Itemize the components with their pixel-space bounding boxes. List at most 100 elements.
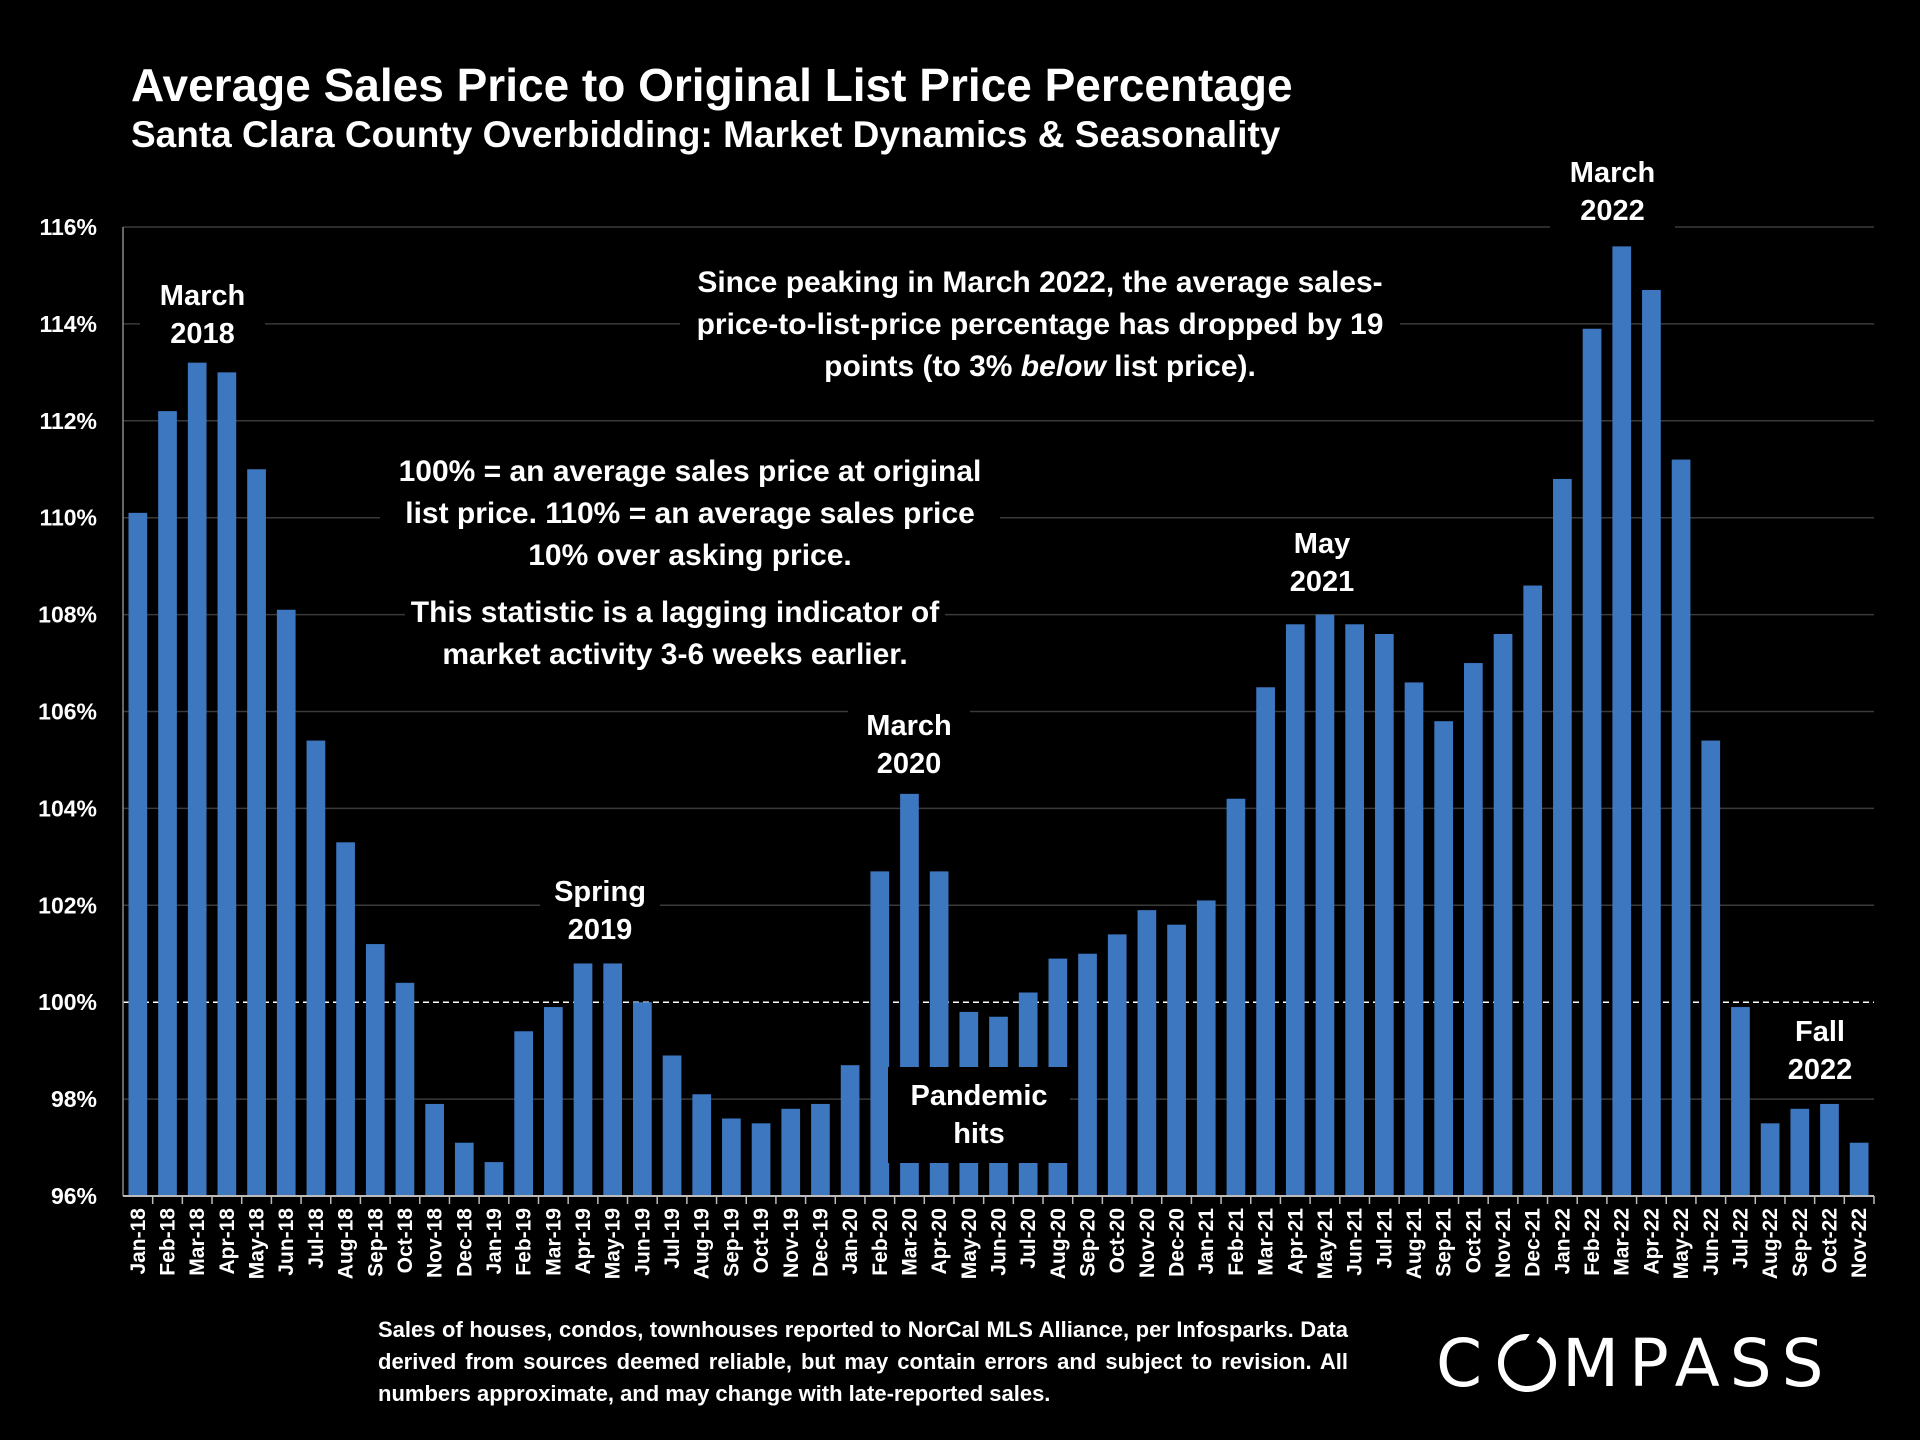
x-tick-label: Nov-18 [424, 1208, 447, 1278]
x-tick-label: Feb-18 [157, 1208, 180, 1276]
x-tick-label: Jun-19 [631, 1208, 654, 1276]
bar [1345, 624, 1364, 1196]
bar [1553, 478, 1572, 1196]
bar [217, 372, 237, 1197]
bar [425, 1103, 444, 1196]
y-tick-label: 104% [38, 795, 97, 821]
bar [1760, 1123, 1780, 1196]
x-tick-label: Apr-21 [1284, 1208, 1307, 1275]
x-tick-label: Aug-21 [1403, 1208, 1426, 1279]
bar [1523, 585, 1543, 1196]
y-axis: 96% 98% 100% 102% 104% 106% 108% 110% 112% 114% 11… [38, 214, 124, 1209]
footer-source-note: Sales of houses, condos, townhouses repo… [378, 1317, 1348, 1406]
x-tick-label: Oct-19 [750, 1208, 773, 1273]
x-tick-label: Nov-22 [1848, 1208, 1871, 1278]
x-tick-label: Sep-20 [1077, 1208, 1100, 1277]
annotation-spring-2019: Spring 2019 [540, 873, 660, 949]
annotation-pandemic-hits: Pandemic hits [888, 1067, 1070, 1163]
x-tick-label: Mar-18 [186, 1208, 209, 1276]
bar [128, 512, 148, 1196]
y-tick-label: 112% [39, 408, 97, 434]
compass-o-icon [1498, 1334, 1557, 1392]
bar [1671, 459, 1691, 1196]
x-tick-label: Jan-21 [1195, 1208, 1218, 1275]
y-tick-label: 100% [38, 989, 97, 1015]
x-tick-label: May-18 [246, 1208, 269, 1280]
chart-title: Average Sales Price to Original List Pri… [131, 59, 1293, 111]
y-tick-label: 114% [39, 311, 97, 337]
bar [1820, 1103, 1839, 1196]
x-tick-label: Apr-20 [928, 1208, 951, 1275]
bar [187, 362, 207, 1196]
x-tick-label: Dec-19 [809, 1208, 832, 1277]
bar [336, 842, 355, 1196]
bar [1107, 934, 1127, 1196]
x-tick-label: Jun-22 [1700, 1208, 1723, 1276]
bar [573, 963, 593, 1196]
x-tick-label: Dec-21 [1522, 1208, 1545, 1277]
bar [1642, 289, 1661, 1196]
bar [365, 944, 385, 1196]
x-tick-label: Mar-21 [1255, 1208, 1278, 1276]
bar [1849, 1142, 1869, 1196]
bar [1582, 328, 1602, 1196]
x-tick-label: Feb-20 [869, 1208, 892, 1276]
y-tick-label: 110% [39, 505, 97, 531]
x-tick-label: May-21 [1314, 1208, 1337, 1280]
bar [454, 1142, 474, 1196]
y-tick-label: 116% [39, 214, 97, 240]
x-tick-label: Nov-21 [1492, 1208, 1515, 1278]
x-tick-label: Jul-18 [305, 1208, 328, 1269]
x-tick-label: Jan-19 [483, 1208, 506, 1275]
bar [1612, 246, 1632, 1196]
bar [1404, 682, 1424, 1196]
x-tick-label: Jul-21 [1373, 1208, 1396, 1269]
bar [781, 1108, 801, 1196]
annotation-may-2021: May 2021 [1262, 525, 1382, 601]
x-tick-label: Jan-18 [127, 1208, 150, 1275]
x-axis: Jan-18 Feb-18 Mar-18 Apr-18 May-18 Jun-18 Jul-… [123, 1195, 1875, 1280]
x-tick-label: Aug-20 [1047, 1208, 1070, 1279]
chart-subtitle: Santa Clara County Overbidding: Market D… [131, 114, 1281, 155]
x-tick-label: Oct-18 [394, 1208, 417, 1274]
x-tick-label: Apr-19 [572, 1208, 595, 1275]
x-tick-label: May-20 [958, 1208, 981, 1279]
bar [722, 1118, 741, 1196]
y-tick-label: 102% [38, 892, 97, 918]
bar [1701, 740, 1721, 1196]
x-tick-label: Jul-19 [661, 1208, 684, 1269]
bar [1167, 924, 1186, 1196]
y-tick-label: 108% [38, 602, 97, 628]
y-tick-label: 98% [51, 1086, 97, 1112]
bar [395, 982, 415, 1196]
bars [128, 246, 1869, 1197]
bar [1256, 687, 1275, 1196]
bar [306, 740, 326, 1196]
compass-logo: C MPASS [1436, 1325, 1834, 1402]
x-tick-label: Nov-19 [780, 1208, 803, 1278]
bar [692, 1094, 712, 1196]
bar [276, 609, 296, 1196]
bar [543, 1007, 563, 1196]
x-tick-label: Feb-21 [1225, 1208, 1248, 1276]
bar [514, 1031, 534, 1196]
x-tick-label: Aug-22 [1759, 1208, 1782, 1279]
x-tick-label: May-22 [1670, 1208, 1693, 1279]
x-tick-label: Jun-21 [1344, 1208, 1367, 1276]
note-percentage-explanation: 100% = an average sales price at origina… [380, 451, 1000, 577]
bar [1137, 910, 1157, 1196]
x-tick-label: Sep-18 [364, 1208, 387, 1277]
bar [1463, 663, 1483, 1196]
x-tick-label: Dec-20 [1166, 1208, 1189, 1277]
x-tick-label: Dec-18 [453, 1208, 476, 1277]
bar [603, 963, 623, 1196]
y-tick-label: 96% [51, 1183, 97, 1209]
bar [1731, 1007, 1750, 1196]
bar [751, 1123, 771, 1196]
x-tick-label: Jun-20 [988, 1208, 1011, 1276]
x-tick-label: Jan-22 [1551, 1208, 1574, 1275]
bar [1493, 633, 1513, 1196]
x-tick-label: Sep-22 [1789, 1208, 1812, 1277]
x-tick-label: Feb-22 [1581, 1208, 1604, 1276]
